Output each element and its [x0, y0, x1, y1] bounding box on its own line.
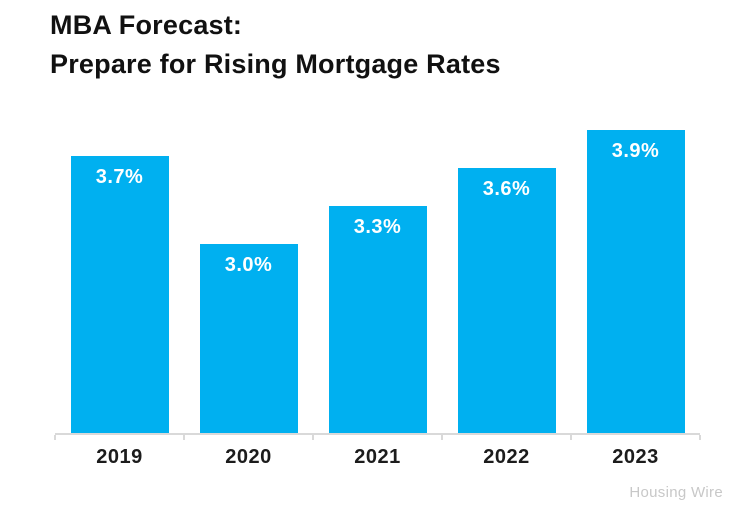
bar-slot: 3.7% [55, 124, 184, 434]
bar-value-label: 3.9% [611, 140, 660, 162]
bar-2021: 3.3% [328, 206, 427, 434]
x-axis-labels: 2019 2020 2021 2022 2023 [55, 446, 700, 469]
bar-2023: 3.9% [586, 130, 685, 434]
bar-slot: 3.0% [184, 124, 313, 434]
x-axis-label-2019: 2019 [96, 446, 143, 468]
bar-value-label: 3.6% [482, 178, 531, 200]
axis-tick [441, 435, 443, 440]
axis-tick [570, 435, 572, 440]
bar-value-label: 3.0% [224, 254, 273, 276]
x-axis-label-2020: 2020 [225, 446, 272, 468]
title-line-2: Prepare for Rising Mortgage Rates [50, 49, 501, 79]
bar-value-label: 3.3% [353, 216, 402, 238]
bar-slot: 3.3% [313, 124, 442, 434]
bar-slot: 3.9% [571, 124, 700, 434]
bar-2022: 3.6% [457, 168, 556, 434]
chart-title: MBA Forecast: Prepare for Rising Mortgag… [50, 6, 501, 84]
bar-value-label: 3.7% [95, 166, 144, 188]
bar-plot-area: 3.7% 3.0% 3.3% 3.6% 3.9% [55, 124, 700, 434]
x-axis-label-2023: 2023 [612, 446, 659, 468]
x-axis-line [54, 433, 701, 440]
bar-slot: 3.6% [442, 124, 571, 434]
axis-tick [54, 435, 56, 440]
x-axis-label-2021: 2021 [354, 446, 401, 468]
axis-tick [183, 435, 185, 440]
bar-2019: 3.7% [70, 156, 169, 434]
attribution-text: Housing Wire [629, 484, 723, 501]
x-axis-label-2022: 2022 [483, 446, 530, 468]
bar-2020: 3.0% [199, 244, 298, 434]
axis-tick [699, 435, 701, 440]
title-line-1: MBA Forecast: [50, 10, 243, 40]
axis-tick [312, 435, 314, 440]
